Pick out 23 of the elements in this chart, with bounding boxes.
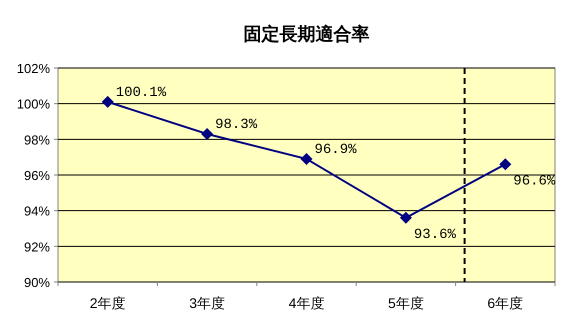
y-tick-label: 102%: [16, 61, 50, 76]
data-label: 96.6%: [513, 173, 556, 190]
x-tick-label: 2年度: [90, 295, 126, 311]
title: 固定長期適合率: [244, 24, 370, 44]
y-tick-label: 94%: [24, 204, 50, 219]
x-tick-label: 3年度: [189, 295, 225, 311]
y-tick-label: 92%: [24, 239, 50, 254]
point: [400, 212, 412, 224]
data-label: 98.3%: [215, 116, 258, 133]
point: [201, 128, 214, 140]
x-tick-label: 5年度: [388, 295, 424, 311]
y-tick-label: 96%: [24, 168, 50, 183]
point: [300, 152, 312, 165]
y-tick-label: 100%: [16, 96, 50, 112]
point: [102, 96, 114, 108]
data-label: 100.1%: [116, 84, 167, 101]
x-tick-label: 4年度: [288, 295, 324, 311]
data-label: 93.6%: [414, 226, 457, 243]
x-tick-label: 6年度: [487, 295, 524, 311]
y-tick-label: 90%: [24, 275, 50, 290]
data-label: 96.9%: [314, 142, 358, 158]
y-tick-label: 98%: [24, 132, 50, 148]
point: [499, 158, 512, 170]
